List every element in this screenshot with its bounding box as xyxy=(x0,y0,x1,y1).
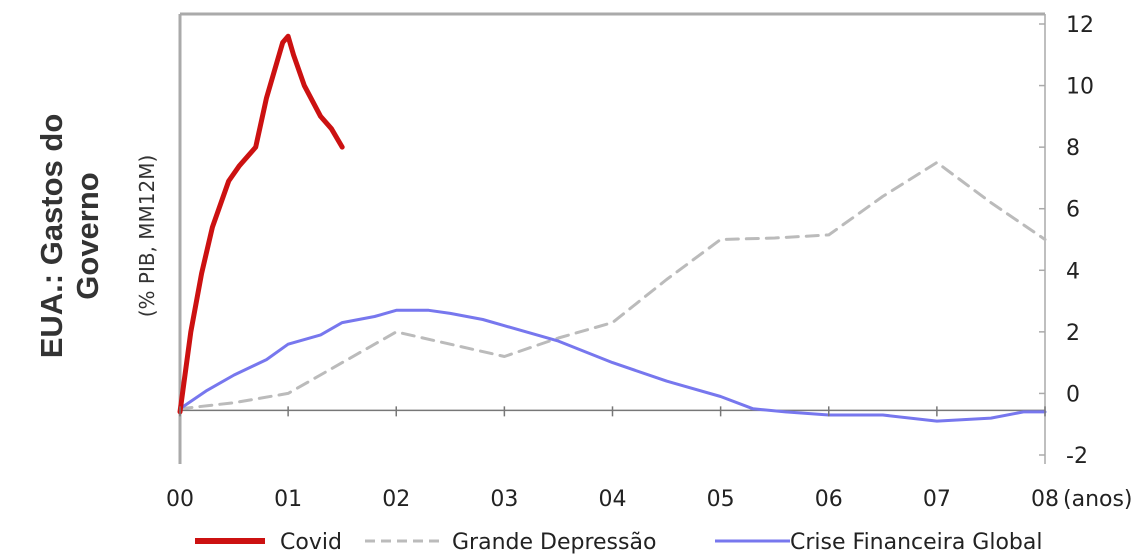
tick-layer: 00 01 02 03 04 05 06 07 08 12 10 8 6 4 2 0 -2 xyxy=(166,13,1094,512)
x-tick-label: 04 xyxy=(599,487,627,512)
x-tick-label: 07 xyxy=(923,487,951,512)
y-tick-label: 2 xyxy=(1066,321,1080,346)
legend-label-crise-financeira-global: Crise Financeira Global xyxy=(790,530,1042,554)
y-tick-label: 6 xyxy=(1066,198,1080,223)
y-tick-label: 8 xyxy=(1066,136,1080,161)
y-tick-label: 4 xyxy=(1066,259,1080,284)
series-line-grande-depress-o xyxy=(178,161,1047,411)
x-tick-label: 06 xyxy=(815,487,843,512)
y-tick-label: -2 xyxy=(1066,444,1088,469)
series-layer xyxy=(177,33,1047,423)
chart-title-line1: EUA.: Gastos do xyxy=(34,114,69,359)
plot-frame xyxy=(178,12,1046,464)
series-line-covid xyxy=(177,33,345,415)
legend-label-covid: Covid xyxy=(280,530,342,554)
x-tick-label: 00 xyxy=(166,487,194,512)
x-tick-label: 02 xyxy=(382,487,410,512)
x-tick-label: 01 xyxy=(274,487,302,512)
series-line-crise-financeira-global xyxy=(178,308,1047,423)
x-tick-label: 08 xyxy=(1031,487,1059,512)
y-tick-label: 0 xyxy=(1066,382,1080,407)
y-axis-label: (% PIB, MM12M) xyxy=(135,155,159,318)
chart-title-line2: Governo xyxy=(70,172,105,299)
legend-label-grande-depress-o: Grande Depressão xyxy=(452,530,656,554)
y-tick-label: 12 xyxy=(1066,13,1094,38)
y-tick-label: 10 xyxy=(1066,75,1094,100)
legend: Covid Grande Depressão Crise Financeira Gl… xyxy=(195,530,1042,554)
x-axis-label: (anos) xyxy=(1063,487,1133,512)
x-tick-label: 05 xyxy=(707,487,735,512)
x-tick-label: 03 xyxy=(490,487,518,512)
